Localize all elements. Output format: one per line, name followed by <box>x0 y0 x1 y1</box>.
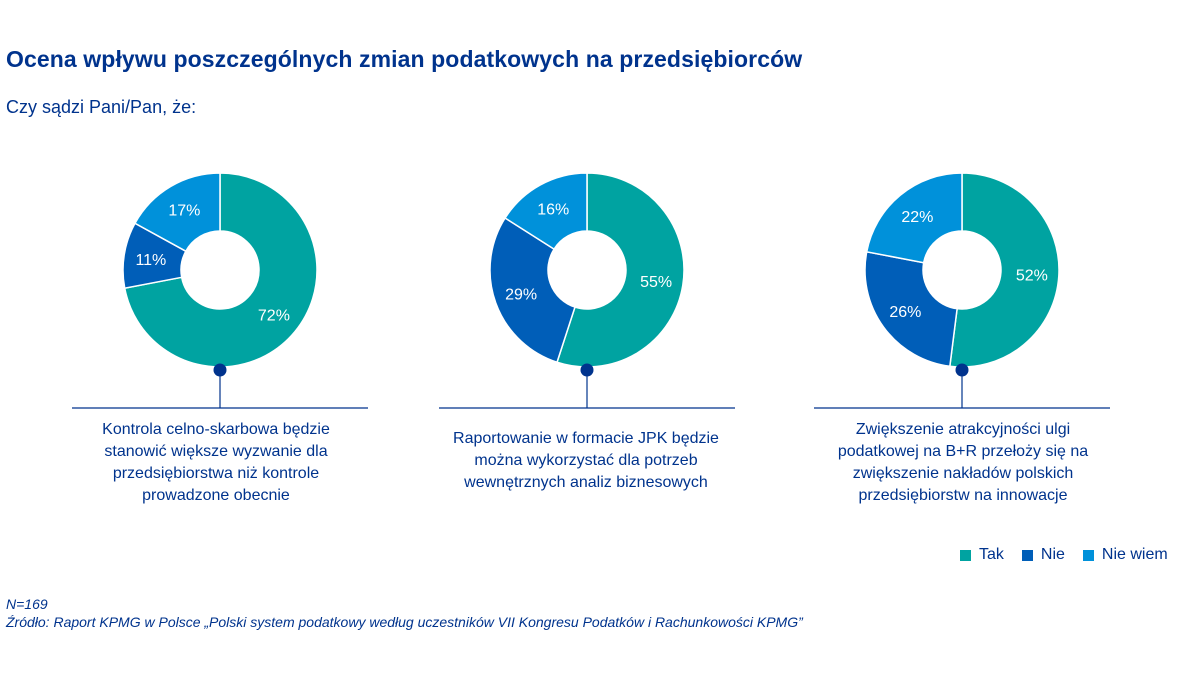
donut-slice-nie-wiem <box>865 172 963 264</box>
legend-swatch-nie <box>1021 549 1033 561</box>
legend-item-tak: Tak <box>960 546 1004 564</box>
legend-swatch-nie-wiem <box>1082 549 1094 561</box>
donut-caption-3: Zwiększenie atrakcyjności ulgi podatkowe… <box>813 419 1113 507</box>
donut-charts: 72% 11% 17% 55% 29% 16% 52% 26% 22% <box>72 172 1110 409</box>
donut-slice-tak <box>556 172 685 368</box>
chart-legend: Tak Nie Nie wiem <box>960 545 1168 565</box>
data-label: 72% <box>258 308 290 325</box>
caption-line: Kontrola celno-skarbowa będzie <box>102 421 330 438</box>
data-label: 29% <box>505 287 537 304</box>
legend-item-nie-wiem: Nie wiem <box>1082 546 1168 564</box>
pointer-dot <box>955 363 969 377</box>
donut-slice-tak <box>123 172 318 368</box>
caption-line: prowadzone obecnie <box>142 487 290 504</box>
donut-slice-nie <box>489 216 576 364</box>
legend-label: Nie <box>1040 546 1065 563</box>
pointer-dot <box>213 363 227 377</box>
caption-line: przedsiębiorstwa niż kontrole <box>112 465 320 482</box>
data-label: 26% <box>889 304 921 321</box>
data-label: 52% <box>1016 267 1048 284</box>
legend-label: Tak <box>979 546 1004 563</box>
donut-slice-nie-wiem <box>133 172 221 253</box>
pointer-dot <box>580 363 594 377</box>
source-note: Źródło: Raport KPMG w Polsce „Polski sys… <box>6 614 803 630</box>
donut-caption-1: Kontrola celno-skarbowa będzie stanowić … <box>66 419 366 507</box>
caption-line: wewnętrznych analiz biznesowych <box>464 474 708 491</box>
legend-label: Nie wiem <box>1101 546 1168 563</box>
chart-title: Ocena wpływu poszczególnych zmian podatk… <box>6 46 803 72</box>
caption-line: można wykorzystać dla potrzeb <box>474 452 698 469</box>
caption-line: zwiększenie nakładów polskich <box>852 465 1074 482</box>
donut-slice-nie-wiem <box>504 172 588 251</box>
data-label: 55% <box>640 274 672 291</box>
data-label: 22% <box>901 209 933 226</box>
data-label: 11% <box>135 252 166 269</box>
data-label: 17% <box>168 203 200 220</box>
chart-subtitle: Czy sądzi Pani/Pan, że: <box>6 97 197 117</box>
legend-item-nie: Nie <box>1021 546 1065 564</box>
caption-line: podatkowej na B+R przełoży się na <box>837 443 1089 460</box>
caption-line: stanowić większe wyzwanie dla <box>104 443 328 460</box>
donut-slice-tak <box>949 172 1060 368</box>
data-label: 16% <box>537 202 569 219</box>
caption-line: przedsiębiorstw na innowacje <box>858 487 1068 504</box>
sample-size-note: N=169 <box>6 596 48 612</box>
donut-caption-2: Raportowanie w formacie JPK będzie można… <box>436 428 736 494</box>
legend-swatch-tak <box>960 549 971 561</box>
caption-line: Zwiększenie atrakcyjności ulgi <box>855 421 1071 438</box>
caption-line: Raportowanie w formacie JPK będzie <box>453 430 719 447</box>
donut-slice-nie <box>864 250 958 368</box>
